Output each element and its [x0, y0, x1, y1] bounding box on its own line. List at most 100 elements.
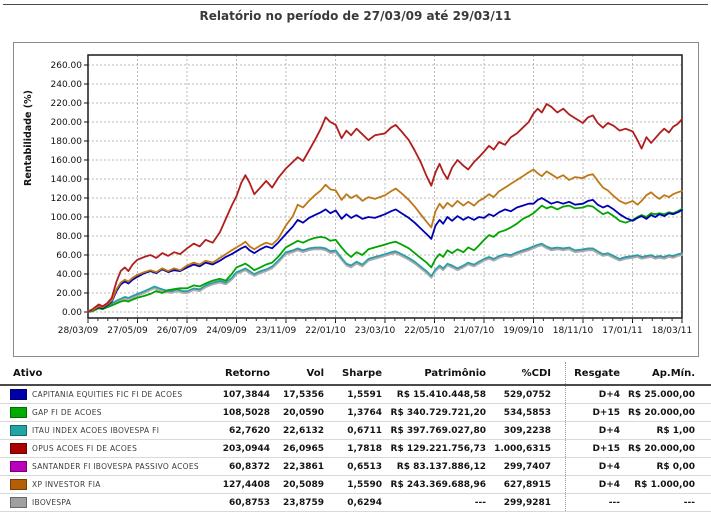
fund-color-cell: [0, 421, 30, 440]
fund-color-swatch: [10, 497, 27, 508]
table-cell: 1.000,6315: [488, 439, 553, 458]
y-tick-label: 140.00: [51, 175, 83, 185]
x-tick-label: 24/09/09: [206, 326, 247, 336]
table-cell: R$ 340.729.721,20: [384, 403, 488, 422]
fund-color-swatch: [10, 461, 27, 472]
y-tick-label: 0.00: [62, 308, 82, 318]
table-row: CAPITANIA EQUITIES FIC FI DE ACOES 107,38…: [0, 385, 711, 404]
table-cell: [553, 439, 565, 458]
x-axis-tick-labels: 28/03/09 27/05/09 26/07/09 24/09/09 23/11/09…: [58, 326, 692, 336]
table-cell: 127,4408: [210, 475, 272, 494]
x-tick-label: 23/03/10: [355, 326, 396, 336]
table-cell: [697, 493, 711, 512]
series-line-gap-fi-de-acoes: [87, 204, 683, 313]
x-tick-label: 22/01/10: [305, 326, 346, 336]
table-cell: 0,6711: [326, 421, 384, 440]
y-tick-label: 60.00: [56, 251, 82, 261]
table-cell: 534,5853: [488, 403, 553, 422]
table-cell: [553, 403, 565, 422]
table-cell: [553, 475, 565, 494]
x-tick-label: 26/07/09: [157, 326, 198, 336]
table-header-apmn: Ap.Mín.: [622, 362, 697, 386]
fund-name-cell: SANTANDER FI IBOVESPA PASSIVO ACOES: [30, 457, 210, 476]
table-cell: R$ 397.769.027,80: [384, 421, 488, 440]
series-line-itau-index-acoes-ibovespa-fi: [87, 242, 683, 312]
fund-color-swatch: [10, 425, 27, 436]
chart-gridlines: [87, 55, 683, 318]
table-cell: [553, 385, 565, 404]
table-cell: D+4: [564, 421, 622, 440]
table-cell: D+4: [564, 385, 622, 404]
table-cell: 17,5356: [272, 385, 326, 404]
table-cell: [697, 475, 711, 494]
fund-name-cell: OPUS ACOES FI DE ACOES: [30, 439, 210, 458]
fund-color-swatch: [10, 389, 27, 400]
y-tick-label: 220.00: [51, 99, 83, 109]
table-cell: 23,8759: [272, 493, 326, 512]
y-axis-tick-labels: 260.00 240.00 220.00 200.00 180.00 160.00 140.…: [51, 61, 83, 318]
series-lines: [87, 103, 683, 313]
table-cell: 1,3764: [326, 403, 384, 422]
fund-color-swatch: [10, 407, 27, 418]
table-cell: 107,3844: [210, 385, 272, 404]
table-cell: R$ 20.000,00: [622, 439, 697, 458]
y-tick-label: 40.00: [56, 270, 82, 280]
table-header-row: Ativo Retorno Vol Sharpe Patrimônio %CDI Resga…: [0, 362, 711, 386]
table-cell: R$ 243.369.688,96: [384, 475, 488, 494]
x-tick-label: 17/01/11: [602, 326, 642, 336]
series-line-santander-fi-ibovespa-passivo-acoes: [87, 243, 683, 313]
table-cell: R$ 83.137.886,12: [384, 457, 488, 476]
table-cell: 26,0965: [272, 439, 326, 458]
fund-name-cell: ITAU INDEX ACOES IBOVESPA FI: [30, 421, 210, 440]
table-cell: 309,2238: [488, 421, 553, 440]
y-tick-label: 20.00: [56, 289, 82, 299]
table-cell: 62,7620: [210, 421, 272, 440]
axis-ticks: [84, 64, 683, 323]
table-cell: 1,7818: [326, 439, 384, 458]
table-cell: [553, 457, 565, 476]
x-tick-label: 27/05/09: [107, 326, 148, 336]
series-line-xp-investor-fia: [87, 168, 683, 313]
chart-section-border: [13, 42, 699, 357]
table-cell: 627,8915: [488, 475, 553, 494]
y-tick-label: 200.00: [51, 118, 83, 128]
table-cell: 22,6132: [272, 421, 326, 440]
fund-name-cell: GAP FI DE ACOES: [30, 403, 210, 422]
y-axis-title: Rentabilidade (%): [23, 89, 34, 186]
table-cell: R$ 25.000,00: [622, 385, 697, 404]
plot-frame: [87, 54, 683, 319]
table-row: XP INVESTOR FIA 127,4408 20,5089 1,5590 R$ 2…: [0, 475, 711, 494]
fund-name-cell: CAPITANIA EQUITIES FIC FI DE ACOES: [30, 385, 210, 404]
fund-color-cell: [0, 439, 30, 458]
table-cell: 203,0944: [210, 439, 272, 458]
returns-line-chart: 260.00 240.00 220.00 200.00 180.00 160.00 140.…: [13, 42, 699, 357]
fund-color-cell: [0, 403, 30, 422]
table-cell: 108,5028: [210, 403, 272, 422]
table-cell: 22,3861: [272, 457, 326, 476]
table-cell: R$ 0,00: [622, 457, 697, 476]
table-cell: 20,0590: [272, 403, 326, 422]
table-cell: R$ 20.000,00: [622, 403, 697, 422]
table-cell: D+4: [564, 475, 622, 494]
table-cell: [697, 385, 711, 404]
table-cell: [697, 439, 711, 458]
table-cell: 299,7407: [488, 457, 553, 476]
table-cell: R$ 1.000,00: [622, 475, 697, 494]
table-cell: 1,5590: [326, 475, 384, 494]
table-cell: D+15: [564, 439, 622, 458]
table-header-resgate: Resgate: [564, 362, 622, 386]
table-header-cdi: %CDI: [488, 362, 553, 386]
table-cell: R$ 15.410.448,58: [384, 385, 488, 404]
y-tick-label: 100.00: [51, 213, 83, 223]
fund-color-swatch: [10, 479, 27, 490]
y-tick-label: 120.00: [51, 194, 83, 204]
table-header-retorno: Retorno: [210, 362, 272, 386]
table-cell: 60,8753: [210, 493, 272, 512]
table-cell: 0,6294: [326, 493, 384, 512]
series-line-capitania-equities-fic-fi-de-acoes: [87, 197, 683, 313]
x-tick-label: 21/07/10: [454, 326, 495, 336]
fund-color-cell: [0, 385, 30, 404]
fund-name-cell: XP INVESTOR FIA: [30, 475, 210, 494]
table-cell: D+4: [564, 457, 622, 476]
